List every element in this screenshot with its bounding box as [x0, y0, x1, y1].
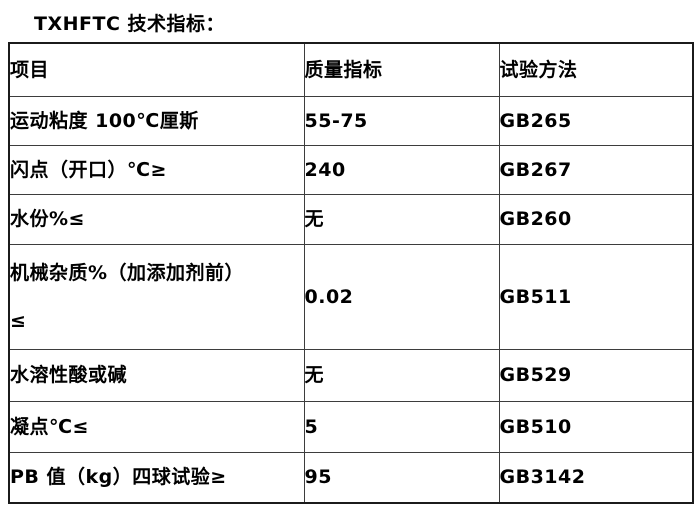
item-cell: 闪点（开口）℃≥: [8, 144, 305, 195]
table-row: 运动粘度 100℃厘斯 55-75 GB265: [8, 95, 694, 146]
method-cell: GB529: [498, 348, 694, 402]
value-cell: 0.02: [303, 243, 500, 350]
item-cell: 水份%≤: [8, 193, 305, 245]
table-row: 机械杂质%（加添加剂前） ≤ 0.02 GB511: [8, 243, 694, 350]
item-cell: 运动粘度 100℃厘斯: [8, 95, 305, 146]
value-cell: 无: [303, 193, 500, 245]
value-cell: 240: [303, 144, 500, 195]
value-cell: 无: [303, 348, 500, 402]
method-cell: GB267: [498, 144, 694, 195]
header-method: 试验方法: [498, 42, 694, 97]
table-row: PB 值（kg）四球试验≥ 95 GB3142: [8, 451, 694, 504]
header-value: 质量指标: [303, 42, 500, 97]
page-title: TXHFTC 技术指标：: [34, 13, 226, 35]
table-header-row: 项目 质量指标 试验方法: [8, 42, 694, 97]
item-cell: 机械杂质%（加添加剂前） ≤: [8, 243, 305, 350]
method-cell: GB265: [498, 95, 694, 146]
method-cell: GB510: [498, 400, 694, 453]
table-row: 水份%≤ 无 GB260: [8, 193, 694, 245]
item-cell: 凝点℃≤: [8, 400, 305, 453]
table-row: 闪点（开口）℃≥ 240 GB267: [8, 144, 694, 195]
item-cell: PB 值（kg）四球试验≥: [8, 451, 305, 504]
table-row: 水溶性酸或碱 无 GB529: [8, 348, 694, 402]
method-cell: GB260: [498, 193, 694, 245]
value-cell: 5: [303, 400, 500, 453]
method-cell: GB3142: [498, 451, 694, 504]
header-item: 项目: [8, 42, 305, 97]
spec-table: 项目 质量指标 试验方法 运动粘度 100℃厘斯 55-75 GB265 闪点（…: [8, 42, 694, 504]
value-cell: 55-75: [303, 95, 500, 146]
value-cell: 95: [303, 451, 500, 504]
method-cell: GB511: [498, 243, 694, 350]
item-cell: 水溶性酸或碱: [8, 348, 305, 402]
table-row: 凝点℃≤ 5 GB510: [8, 400, 694, 453]
